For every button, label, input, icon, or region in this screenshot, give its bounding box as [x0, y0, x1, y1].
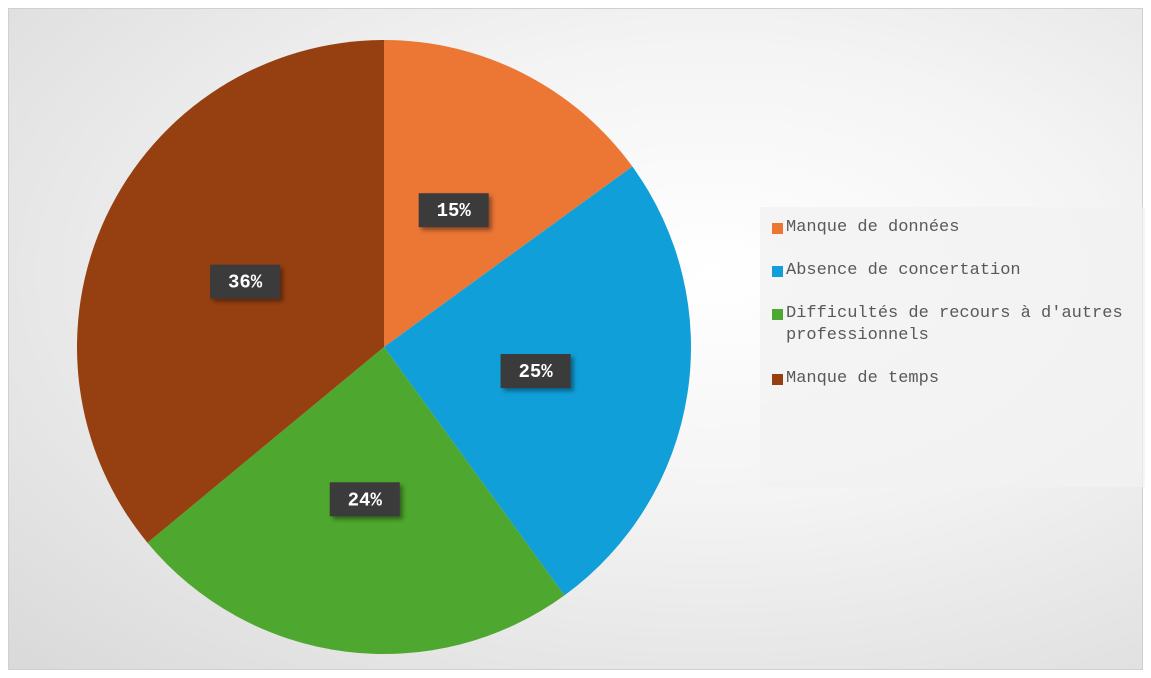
data-label: 25% [519, 361, 554, 383]
legend-item: Difficultés de recours à d'autres profes… [772, 303, 1145, 347]
legend-label: Absence de concertation [786, 261, 1021, 280]
legend-swatch [772, 266, 783, 277]
legend-label: Difficultés de recours à d'autres profes… [786, 304, 1123, 345]
data-label-box [210, 264, 281, 299]
data-label: 36% [228, 272, 263, 294]
legend: Manque de données Absence de concertation… [760, 207, 1145, 487]
legend-label: Manque de temps [786, 369, 940, 388]
data-label: 15% [437, 200, 472, 222]
legend-label: Manque de données [786, 218, 960, 237]
legend-item: Manque de temps [772, 368, 1145, 390]
pie-slice [384, 40, 633, 347]
data-label-box [329, 482, 400, 517]
legend-item: Manque de données [772, 217, 1145, 239]
data-label-box [500, 354, 571, 389]
legend-swatch [772, 309, 783, 320]
legend-swatch [772, 374, 783, 385]
data-label: 24% [348, 489, 383, 511]
legend-item: Absence de concertation [772, 260, 1145, 282]
data-label-box [418, 193, 489, 228]
legend-swatch [772, 223, 783, 234]
